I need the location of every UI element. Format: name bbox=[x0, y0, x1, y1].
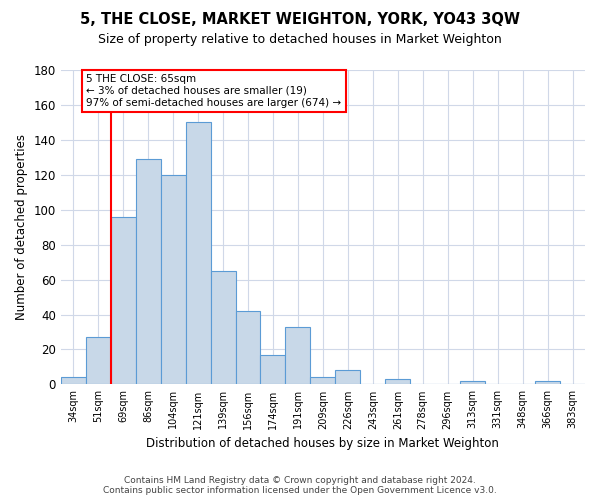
Bar bbox=[460, 381, 485, 384]
Bar bbox=[111, 216, 136, 384]
Text: Contains HM Land Registry data © Crown copyright and database right 2024.
Contai: Contains HM Land Registry data © Crown c… bbox=[103, 476, 497, 495]
Bar bbox=[86, 338, 111, 384]
Bar bbox=[535, 381, 560, 384]
Bar bbox=[236, 311, 260, 384]
Bar bbox=[335, 370, 361, 384]
Y-axis label: Number of detached properties: Number of detached properties bbox=[15, 134, 28, 320]
Bar bbox=[260, 354, 286, 384]
Bar bbox=[161, 175, 185, 384]
Text: 5, THE CLOSE, MARKET WEIGHTON, YORK, YO43 3QW: 5, THE CLOSE, MARKET WEIGHTON, YORK, YO4… bbox=[80, 12, 520, 28]
Bar bbox=[136, 159, 161, 384]
Bar bbox=[185, 122, 211, 384]
Bar bbox=[286, 327, 310, 384]
Bar bbox=[61, 378, 86, 384]
Text: Size of property relative to detached houses in Market Weighton: Size of property relative to detached ho… bbox=[98, 32, 502, 46]
X-axis label: Distribution of detached houses by size in Market Weighton: Distribution of detached houses by size … bbox=[146, 437, 499, 450]
Bar bbox=[385, 379, 410, 384]
Bar bbox=[310, 378, 335, 384]
Bar bbox=[211, 271, 236, 384]
Text: 5 THE CLOSE: 65sqm
← 3% of detached houses are smaller (19)
97% of semi-detached: 5 THE CLOSE: 65sqm ← 3% of detached hous… bbox=[86, 74, 341, 108]
